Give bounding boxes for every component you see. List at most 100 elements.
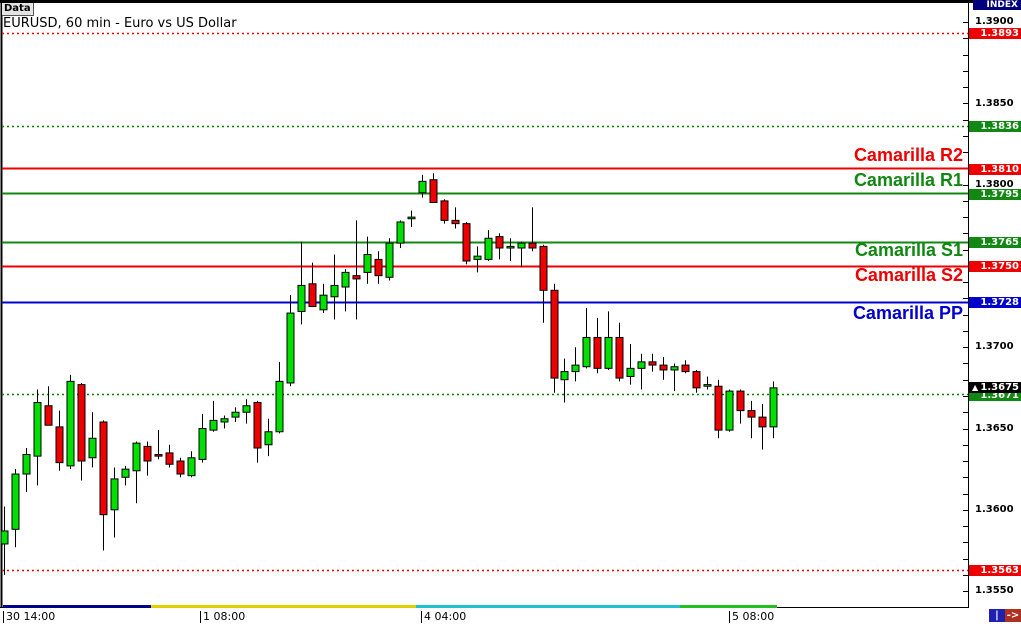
candle-bullish (626, 367, 635, 377)
candle-bullish (418, 180, 427, 194)
candle-bullish (0, 530, 9, 545)
candle-bearish (528, 242, 537, 249)
candle-bearish (747, 410, 756, 418)
candle-bearish (154, 454, 163, 457)
y-tick: 1.3550 (975, 585, 1014, 596)
candle-bearish (308, 283, 317, 308)
candle-bullish (242, 405, 251, 413)
candle-bearish (440, 200, 449, 221)
candle-bullish (275, 380, 284, 433)
candle-bearish (593, 336, 602, 369)
candle-bearish (736, 390, 745, 412)
label-camarilla-s2: Camarilla S2 (854, 265, 963, 285)
scroll-right-icon[interactable]: -> (1005, 609, 1021, 622)
candle-bullish (725, 390, 734, 431)
candle-bullish (484, 237, 493, 260)
candle-bearish (165, 452, 174, 465)
y-tick: 1.3800 (975, 179, 1014, 190)
candle-bullish (363, 254, 372, 273)
candle-bullish (33, 401, 42, 457)
candle-bullish (22, 454, 31, 475)
candle-bullish (670, 366, 679, 371)
candle-bearish (352, 275, 361, 280)
candle-bullish (11, 473, 20, 530)
level-tag: 1.3728 (969, 297, 1021, 308)
candle-bullish (560, 371, 569, 381)
current-price: 1.3675 (980, 382, 1019, 393)
candle-bullish (132, 442, 141, 472)
candle-bullish (769, 387, 778, 428)
candle-bullish (330, 284, 339, 298)
candle-bearish (462, 223, 471, 262)
axis-header-index: INDEX (973, 0, 1021, 10)
candle-bearish (429, 179, 438, 203)
candle-bearish (55, 426, 64, 464)
level-tag: 1.3836 (969, 121, 1021, 132)
y-tick: 1.3700 (975, 341, 1014, 352)
label-camarilla-r2: Camarilla R2 (853, 145, 963, 165)
candle-bullish (637, 361, 646, 369)
candle-bearish (692, 371, 701, 389)
candle-bullish (297, 284, 306, 312)
candle-bullish (231, 411, 240, 418)
x-tick: 4 04:00 (421, 611, 466, 623)
candle-bullish (264, 431, 273, 446)
level-tag: 1.3563 (969, 565, 1021, 576)
chart-title: EURUSD, 60 min - Euro vs US Dollar (3, 16, 237, 31)
current-price-tag: ▲ 1.3675 (969, 382, 1021, 393)
label-camarilla-r1: Camarilla R1 (853, 170, 963, 190)
x-tick: 5 08:00 (729, 611, 774, 623)
candle-bearish (539, 245, 548, 291)
candle-bearish (495, 236, 504, 249)
candle-bullish (396, 221, 405, 244)
label-camarilla-pp: Camarilla PP (852, 303, 963, 323)
candle-bearish (451, 219, 460, 225)
candle-bullish (604, 336, 613, 369)
candle-bullish (66, 380, 75, 467)
scroll-to-start-icon[interactable]: |<- (989, 609, 1005, 634)
candle-bearish (77, 384, 86, 462)
candle-bullish (385, 242, 394, 278)
candle-bullish (407, 216, 416, 220)
session-bar-segment (151, 605, 416, 608)
candle-bearish (714, 385, 723, 431)
candle-bullish (209, 419, 218, 431)
candle-bearish (615, 336, 624, 379)
candle-bearish (681, 364, 690, 373)
session-bar-segment (416, 605, 680, 608)
candle-bullish (198, 428, 207, 460)
candle-bullish (187, 457, 196, 477)
session-bar-segment (680, 605, 777, 608)
candle-bullish (110, 478, 119, 511)
label-camarilla-s1: Camarilla S1 (854, 240, 963, 260)
candle-bullish (506, 245, 515, 249)
candle-bearish (253, 401, 262, 449)
candle-bullish (582, 336, 591, 368)
level-tag: 1.3810 (969, 164, 1021, 175)
candle-bullish (286, 312, 295, 384)
x-tick: 30 14:00 (3, 611, 55, 623)
y-tick: 1.3600 (975, 504, 1014, 515)
triangle-up-icon: ▲ (972, 383, 979, 392)
candle-bearish (143, 445, 152, 462)
level-tag: 1.3795 (969, 189, 1021, 200)
candle-bullish (703, 384, 712, 387)
candle-bullish (517, 242, 526, 249)
candle-bullish (319, 294, 328, 311)
y-tick: 1.3650 (975, 423, 1014, 434)
level-tag: 1.3765 (969, 237, 1021, 248)
level-tag: 1.3671 (969, 390, 1021, 401)
data-button[interactable]: Data (2, 3, 34, 16)
level-tag: 1.3893 (969, 28, 1021, 39)
session-bar-segment (3, 605, 151, 608)
level-tag: 1.3750 (969, 261, 1021, 272)
candle-bullish (571, 364, 580, 373)
candle-bearish (44, 405, 53, 426)
top-border (0, 0, 1021, 3)
candle-bullish (473, 255, 482, 260)
candle-bearish (758, 416, 767, 428)
y-tick: 1.3900 (975, 16, 1014, 27)
candle-bullish (121, 468, 130, 478)
x-tick: 1 08:00 (200, 611, 245, 623)
